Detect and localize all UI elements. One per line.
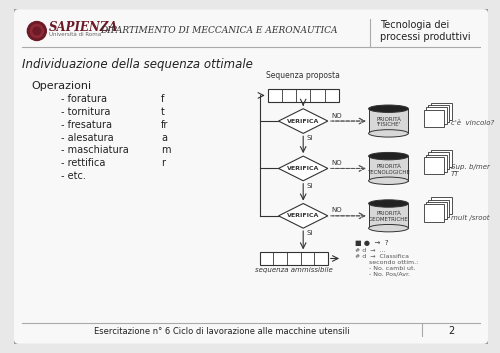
Bar <box>268 89 338 102</box>
Text: - etc.: - etc. <box>62 171 86 181</box>
Text: m: m <box>161 145 170 155</box>
Text: Sup. b/mer
TT: Sup. b/mer TT <box>451 164 490 177</box>
Polygon shape <box>278 204 328 228</box>
Text: f: f <box>161 94 164 104</box>
Text: VERIFICA: VERIFICA <box>287 166 320 171</box>
Text: Si: Si <box>306 183 312 189</box>
Bar <box>424 157 444 174</box>
Text: r: r <box>161 158 165 168</box>
Bar <box>426 107 447 124</box>
Bar <box>430 197 452 214</box>
Text: # d  →  ...: # d → ... <box>356 248 386 253</box>
Text: PRIORITÀ
TECNOLOGICHE: PRIORITÀ TECNOLOGICHE <box>367 164 410 175</box>
Text: Sequenza proposta: Sequenza proposta <box>266 71 340 80</box>
Text: VERIFICA: VERIFICA <box>287 119 320 124</box>
Ellipse shape <box>368 177 408 185</box>
Text: t: t <box>161 107 165 117</box>
Text: - tornitura: - tornitura <box>62 107 111 117</box>
Ellipse shape <box>368 200 408 207</box>
Text: PRIORITÀ
'FISICHE': PRIORITÀ 'FISICHE' <box>376 116 401 127</box>
Text: SAPIENZA: SAPIENZA <box>49 21 118 34</box>
Text: Esercitazione n° 6 Ciclo di lavorazione alle macchine utensili: Esercitazione n° 6 Ciclo di lavorazione … <box>94 327 349 336</box>
Text: - foratura: - foratura <box>62 94 108 104</box>
Text: Si: Si <box>306 135 312 141</box>
Ellipse shape <box>368 130 408 137</box>
Text: mult /sroot: mult /sroot <box>451 215 490 221</box>
Bar <box>368 156 408 181</box>
Text: secondo ottim.:: secondo ottim.: <box>356 260 418 265</box>
Text: Operazioni: Operazioni <box>31 81 92 91</box>
Bar <box>430 150 452 167</box>
Text: PRIORITÀ
GEOMETRICHE: PRIORITÀ GEOMETRICHE <box>368 211 408 222</box>
Text: Università di Roma: Università di Roma <box>49 32 102 37</box>
FancyBboxPatch shape <box>13 8 489 345</box>
Text: NO: NO <box>332 208 342 214</box>
Text: - No. Pos/Avr.: - No. Pos/Avr. <box>356 271 410 276</box>
Ellipse shape <box>368 105 408 112</box>
Text: VERIFICA: VERIFICA <box>287 213 320 219</box>
Bar <box>428 105 449 122</box>
Bar <box>428 200 449 217</box>
Text: ■ ●  →  ?: ■ ● → ? <box>356 240 389 246</box>
Bar <box>260 252 328 265</box>
Text: DIPARTIMENTO DI MECCANICA E AERONAUTICA: DIPARTIMENTO DI MECCANICA E AERONAUTICA <box>100 26 338 36</box>
Circle shape <box>30 24 44 38</box>
Bar <box>424 110 444 127</box>
Text: NO: NO <box>332 160 342 166</box>
Text: - alesatura: - alesatura <box>62 133 114 143</box>
Text: - maschiatura: - maschiatura <box>62 145 129 155</box>
Text: sequenza ammissibile: sequenza ammissibile <box>255 267 332 273</box>
Bar <box>424 204 444 222</box>
Circle shape <box>33 27 40 35</box>
Circle shape <box>28 22 46 41</box>
Text: c'è  vincolo?: c'è vincolo? <box>451 120 494 126</box>
Bar <box>426 202 447 219</box>
Bar <box>430 103 452 120</box>
Text: a: a <box>161 133 167 143</box>
Text: Si: Si <box>306 230 312 236</box>
Polygon shape <box>278 109 328 133</box>
Text: fr: fr <box>161 120 168 130</box>
Text: - fresatura: - fresatura <box>62 120 112 130</box>
Bar <box>426 155 447 172</box>
Text: - rettifica: - rettifica <box>62 158 106 168</box>
Text: # d  →  Classifica: # d → Classifica <box>356 255 410 259</box>
Text: NO: NO <box>332 113 342 119</box>
Text: Individuazione della sequenza ottimale: Individuazione della sequenza ottimale <box>22 58 253 71</box>
Ellipse shape <box>368 225 408 232</box>
Bar <box>368 204 408 228</box>
Ellipse shape <box>368 152 408 160</box>
Bar <box>428 152 449 169</box>
Text: - No. cambi ut.: - No. cambi ut. <box>356 266 416 271</box>
Polygon shape <box>278 156 328 181</box>
Text: Tecnologia dei
processi produttivi: Tecnologia dei processi produttivi <box>380 20 470 42</box>
Bar <box>368 109 408 133</box>
Text: 2: 2 <box>448 327 454 336</box>
